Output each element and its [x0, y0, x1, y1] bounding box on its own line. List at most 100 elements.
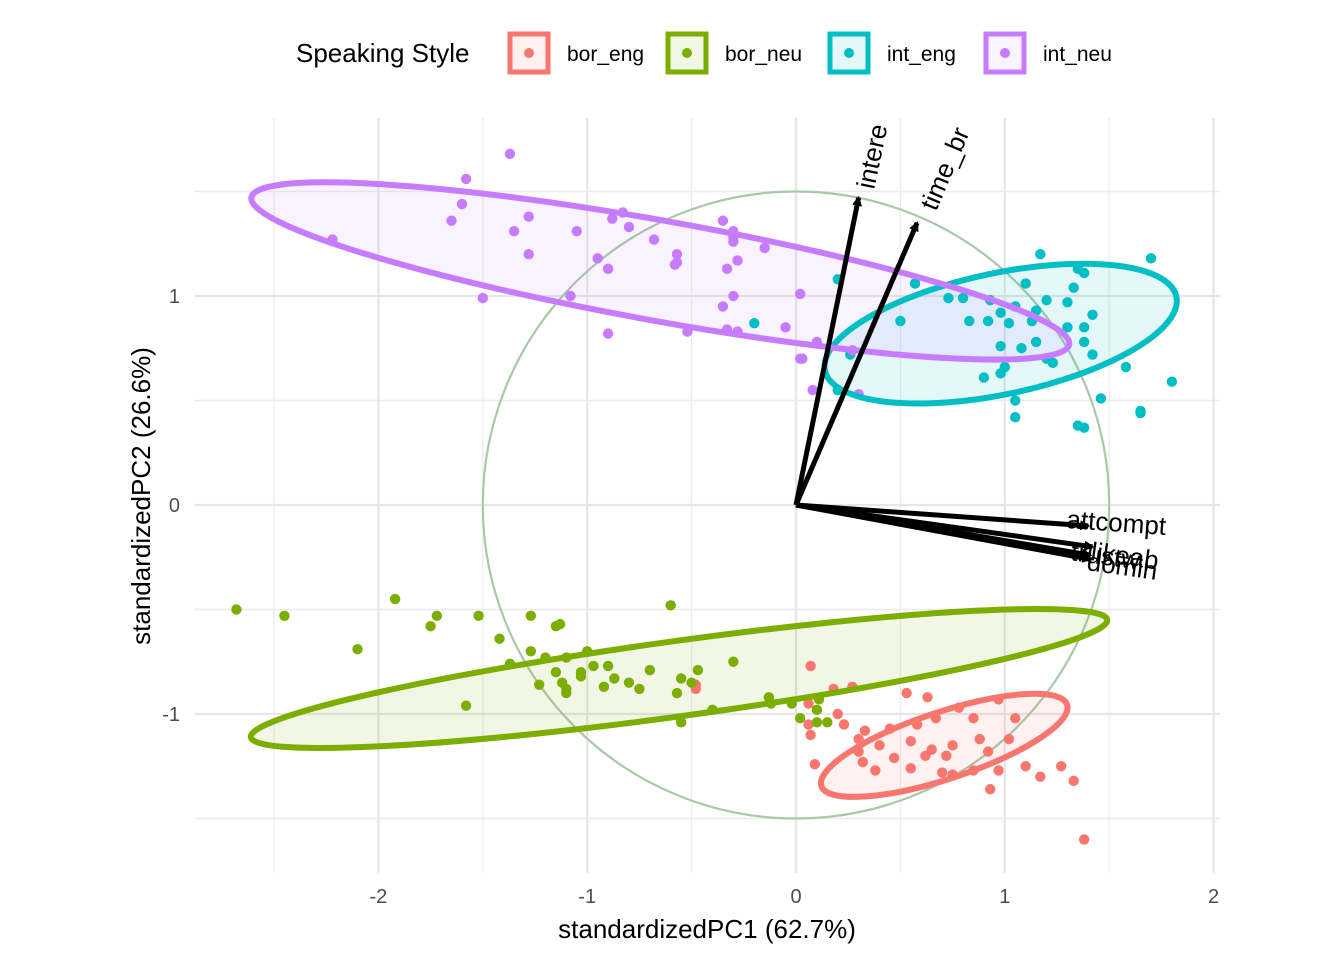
data-point-bor_eng — [809, 758, 820, 770]
data-point-bor_neu — [389, 593, 401, 605]
legend-label: int_eng — [887, 43, 956, 66]
data-point-bor_eng — [1078, 834, 1090, 845]
data-point-bor_neu — [644, 664, 656, 676]
data-point-bor_neu — [623, 677, 635, 688]
data-point-bor_neu — [811, 717, 823, 728]
data-point-int_eng — [1095, 393, 1107, 404]
data-point-bor_eng — [1068, 775, 1079, 787]
correlation-circle — [481, 190, 1111, 820]
data-point-bor_eng — [859, 725, 871, 736]
data-point-bor_eng — [805, 660, 816, 672]
x-tick-label: -1 — [578, 886, 596, 908]
data-point-int_neu — [602, 328, 614, 339]
data-point-int_eng — [1041, 294, 1052, 306]
data-point-int_eng — [995, 307, 1006, 318]
legend-label: bor_eng — [567, 43, 644, 66]
data-point-int_eng — [1078, 336, 1090, 348]
data-point-bor_eng — [982, 746, 994, 757]
data-point-bor_eng — [947, 740, 958, 751]
data-point-bor_neu — [550, 667, 562, 678]
y-tick-label: 0 — [169, 495, 180, 517]
x-tick-label: 0 — [790, 886, 801, 908]
data-point-int_neu — [565, 290, 576, 302]
data-point-bor_neu — [794, 712, 806, 724]
data-point-bor_eng — [870, 765, 881, 776]
data-point-int_neu — [477, 292, 488, 304]
loading-arrow — [795, 502, 1091, 531]
data-point-int_eng — [957, 292, 969, 304]
data-point-bor_eng — [888, 752, 900, 764]
data-point-int_eng — [749, 317, 760, 329]
data-point-bor_neu — [425, 621, 436, 632]
loading-label: attcompt — [1066, 504, 1168, 541]
x-tick-label: -2 — [370, 886, 388, 908]
data-point-int_neu — [571, 226, 582, 237]
data-point-int_neu — [780, 322, 791, 333]
data-point-bor_eng — [838, 719, 850, 730]
data-point-bor_eng — [805, 729, 816, 741]
data-point-bor_neu — [634, 683, 645, 695]
data-point-bor_neu — [279, 610, 290, 621]
legend-key — [507, 31, 551, 75]
data-point-int_eng — [995, 368, 1006, 379]
data-point-bor_neu — [473, 610, 484, 621]
data-point-int_eng — [978, 372, 990, 383]
loading-arrow — [795, 502, 1093, 563]
data-point-bor_eng — [901, 687, 912, 699]
data-point-bor_eng — [936, 767, 948, 778]
data-point-bor_eng — [922, 692, 933, 703]
legend-label: int_neu — [1043, 43, 1112, 66]
loading-label: time_br — [914, 123, 976, 215]
data-point-int_neu — [508, 226, 520, 237]
legend-label: bor_neu — [725, 43, 802, 66]
x-axis-title: standardizedPC1 (62.7%) — [558, 914, 856, 944]
data-point-int_eng — [1047, 357, 1059, 369]
legend-item-int_eng: int_eng — [827, 31, 956, 75]
data-point-bor_neu — [231, 604, 242, 615]
ellipse-layer — [250, 182, 1177, 797]
data-point-int_eng — [1078, 322, 1090, 333]
confidence-ellipse-fill-int_neu — [251, 182, 1070, 360]
data-point-int_eng — [1145, 253, 1157, 264]
legend-key-point — [844, 48, 854, 58]
data-point-int_eng — [1010, 395, 1021, 406]
data-point-bor_neu — [598, 681, 610, 693]
data-point-int_eng — [1072, 420, 1084, 431]
data-point-bor_neu — [811, 704, 823, 716]
data-point-bor_neu — [602, 660, 614, 672]
data-point-int_eng — [1166, 376, 1178, 387]
data-point-bor_eng — [803, 698, 814, 709]
data-point-int_neu — [648, 234, 660, 245]
data-point-int_neu — [717, 301, 729, 312]
legend-item-bor_eng: bor_eng — [507, 31, 644, 75]
data-point-int_eng — [1062, 322, 1073, 333]
legend-item-int_neu: int_neu — [983, 31, 1112, 75]
data-point-bor_eng — [984, 784, 996, 795]
data-point-bor_eng — [905, 763, 917, 774]
data-point-bor_eng — [974, 733, 985, 745]
data-point-bor_eng — [993, 765, 1004, 776]
data-point-int_eng — [943, 292, 954, 304]
y-axis-ticks: -1 0 1 — [162, 286, 180, 726]
confidence-ellipse-int_neu — [248, 179, 1073, 363]
data-point-bor_eng — [1055, 761, 1067, 772]
confidence-ellipse-fill-bor_eng — [820, 693, 1068, 797]
data-point-bor_neu — [671, 687, 683, 699]
data-point-int_eng — [1087, 349, 1098, 360]
data-point-int_neu — [669, 259, 681, 270]
data-point-bor_eng — [968, 712, 979, 724]
data-point-bor_neu — [561, 687, 572, 699]
correlation-circle-layer — [481, 190, 1111, 820]
data-point-int_eng — [1020, 278, 1031, 289]
data-point-int_eng — [1030, 336, 1042, 348]
data-point-int_eng — [1003, 317, 1015, 329]
data-point-bor_neu — [822, 717, 833, 728]
y-tick-label: -1 — [162, 704, 180, 726]
data-point-bor_eng — [1010, 712, 1021, 724]
loading-arrow — [793, 221, 920, 506]
data-point-bor_neu — [575, 671, 587, 682]
x-tick-label: 2 — [1208, 886, 1219, 908]
data-point-int_eng — [1068, 282, 1079, 293]
data-point-bor_neu — [533, 679, 545, 690]
